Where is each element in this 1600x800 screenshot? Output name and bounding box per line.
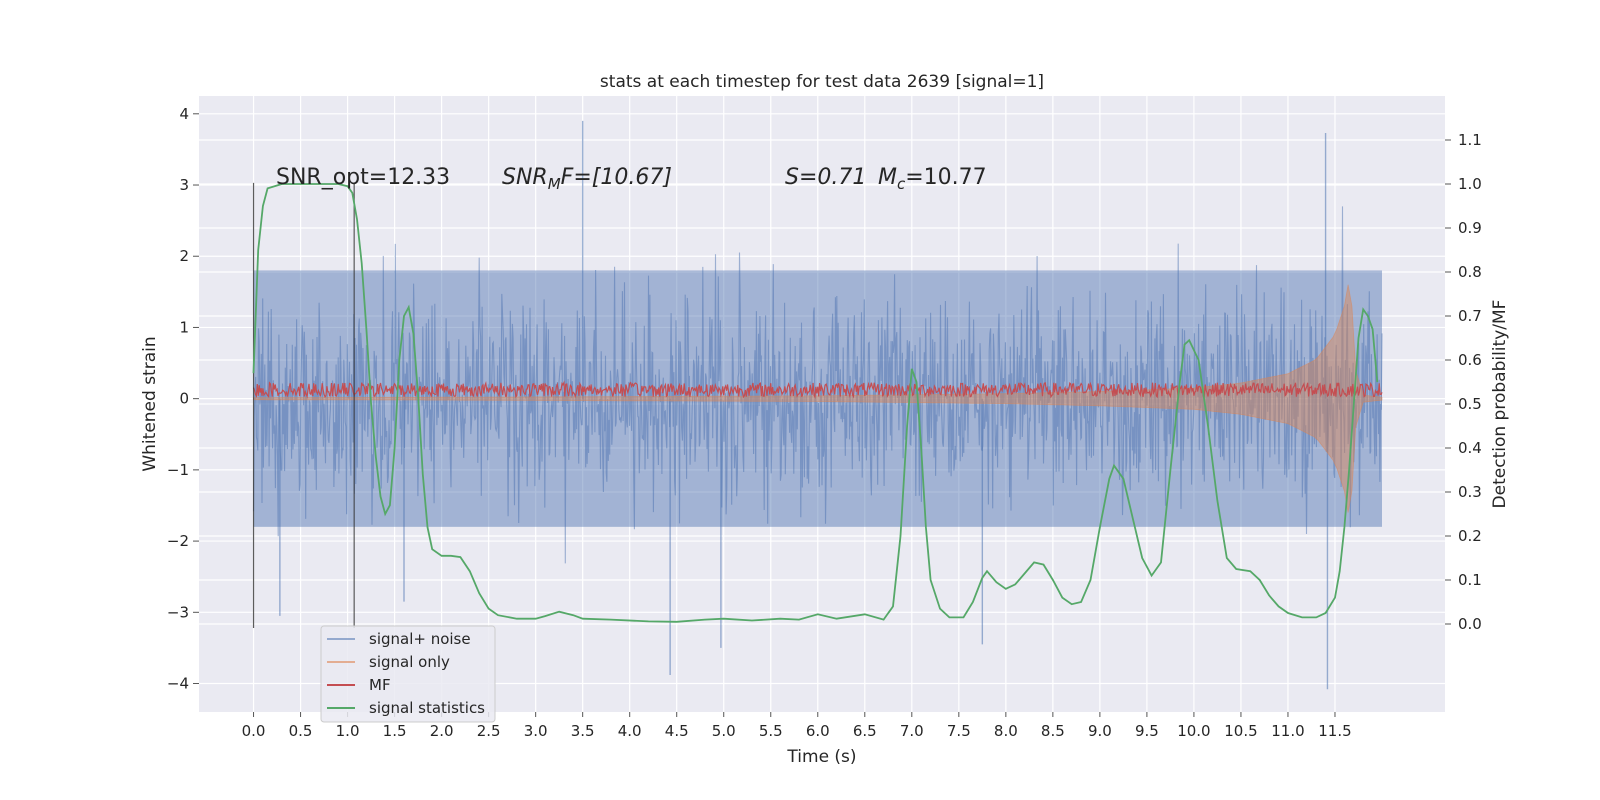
y2-tick-label-11: 1.1 [1458, 131, 1482, 149]
y-tick-label-6: 2 [179, 247, 189, 265]
signal-statistics-line [252, 183, 1379, 623]
y-tick-label-8: 4 [179, 105, 189, 123]
y-tick-label-3: −1 [167, 461, 189, 479]
x-tick-label-16: 8.0 [994, 722, 1018, 740]
vertical-markers [252, 182, 355, 628]
annotation-s-value: S=0.71 [785, 165, 866, 190]
x-tick-label-18: 9.0 [1088, 722, 1112, 740]
series-mf [252, 380, 1383, 400]
legend-label-mf: MF [369, 676, 391, 694]
y-tick-label-4: 0 [179, 390, 189, 408]
annotation-snr-mf: SNRMF=[10.67] [502, 165, 672, 193]
y-tick-label-5: 1 [179, 318, 189, 336]
chart-title: stats at each timestep for test data 263… [600, 72, 1044, 92]
y2-tick-label-7: 0.7 [1458, 307, 1482, 325]
x-tick-label-3: 1.5 [383, 722, 407, 740]
x-tick-label-15: 7.5 [947, 722, 971, 740]
y2-tick-label-0: 0.0 [1458, 615, 1482, 633]
legend-label-signal-statistics: signal statistics [369, 699, 485, 717]
y2-tick-label-3: 0.3 [1458, 483, 1482, 501]
x-tick-label-1: 0.5 [289, 722, 313, 740]
y2-axis-label: Detection probability/MF [1490, 300, 1510, 509]
signal-only-envelope [253, 284, 1383, 513]
series-signal-only [253, 284, 1383, 513]
y2-axis-ticks: 0.0 0.1 0.2 0.3 0.4 0.5 0.6 0.7 0.8 0.9 1.0 1.1 [1445, 131, 1482, 633]
y2-tick-label-2: 0.2 [1458, 527, 1482, 545]
mf-trace [252, 380, 1383, 400]
annotation-mc: Mc=10.77 [878, 165, 987, 193]
x-tick-label-14: 7.0 [900, 722, 924, 740]
x-tick-label-5: 2.5 [477, 722, 501, 740]
x-tick-label-11: 5.5 [759, 722, 783, 740]
y-tick-label-0: −4 [167, 675, 189, 693]
x-tick-label-17: 8.5 [1041, 722, 1065, 740]
y2-tick-label-10: 1.0 [1458, 175, 1482, 193]
y-axis-ticks: −4 −3 −2 −1 0 1 2 3 4 [167, 105, 199, 693]
x-tick-label-20: 10.0 [1177, 722, 1210, 740]
x-tick-label-10: 5.0 [712, 722, 736, 740]
y2-tick-label-4: 0.4 [1458, 439, 1482, 457]
legend: signal+ noise signal only MF signal stat… [320, 625, 496, 723]
x-tick-label-6: 3.0 [524, 722, 548, 740]
legend-box [320, 625, 496, 723]
signal-plus-noise-band [253, 270, 1382, 527]
x-tick-label-19: 9.5 [1135, 722, 1159, 740]
y-tick-label-1: −3 [167, 603, 189, 621]
y2-tick-label-5: 0.5 [1458, 395, 1482, 413]
x-axis-label: Time (s) [786, 747, 856, 767]
x-tick-label-2: 1.0 [336, 722, 360, 740]
x-tick-label-23: 11.5 [1318, 722, 1351, 740]
x-axis-ticks: 0.0 0.5 1.0 1.5 2.0 2.5 3.0 3.5 4.0 4.5 5.0 5.5 6.0 6… [242, 712, 1352, 740]
x-tick-label-4: 2.0 [430, 722, 454, 740]
legend-label-signal-plus-noise: signal+ noise [369, 630, 471, 648]
y2-tick-label-8: 0.8 [1458, 263, 1482, 281]
y2-tick-label-1: 0.1 [1458, 571, 1482, 589]
y2-tick-label-6: 0.6 [1458, 351, 1482, 369]
y-tick-label-7: 3 [179, 176, 189, 194]
x-tick-label-0: 0.0 [242, 722, 266, 740]
signal-plus-noise-trace [252, 206, 1383, 564]
series-signal-statistics [252, 183, 1379, 623]
x-tick-label-13: 6.5 [853, 722, 877, 740]
y-axis-label: Whitened strain [140, 336, 160, 471]
legend-label-signal-only: signal only [369, 653, 450, 671]
y-tick-label-2: −2 [167, 532, 189, 550]
x-tick-label-21: 10.5 [1224, 722, 1257, 740]
x-tick-label-22: 11.0 [1271, 722, 1304, 740]
x-tick-label-12: 6.0 [806, 722, 830, 740]
x-tick-label-7: 3.5 [571, 722, 595, 740]
x-tick-label-9: 4.5 [665, 722, 689, 740]
series-signal-plus-noise [252, 120, 1383, 690]
annotation-snr-opt: SNR_opt=12.33 [276, 165, 450, 190]
x-tick-label-8: 4.0 [618, 722, 642, 740]
y2-tick-label-9: 0.9 [1458, 219, 1482, 237]
